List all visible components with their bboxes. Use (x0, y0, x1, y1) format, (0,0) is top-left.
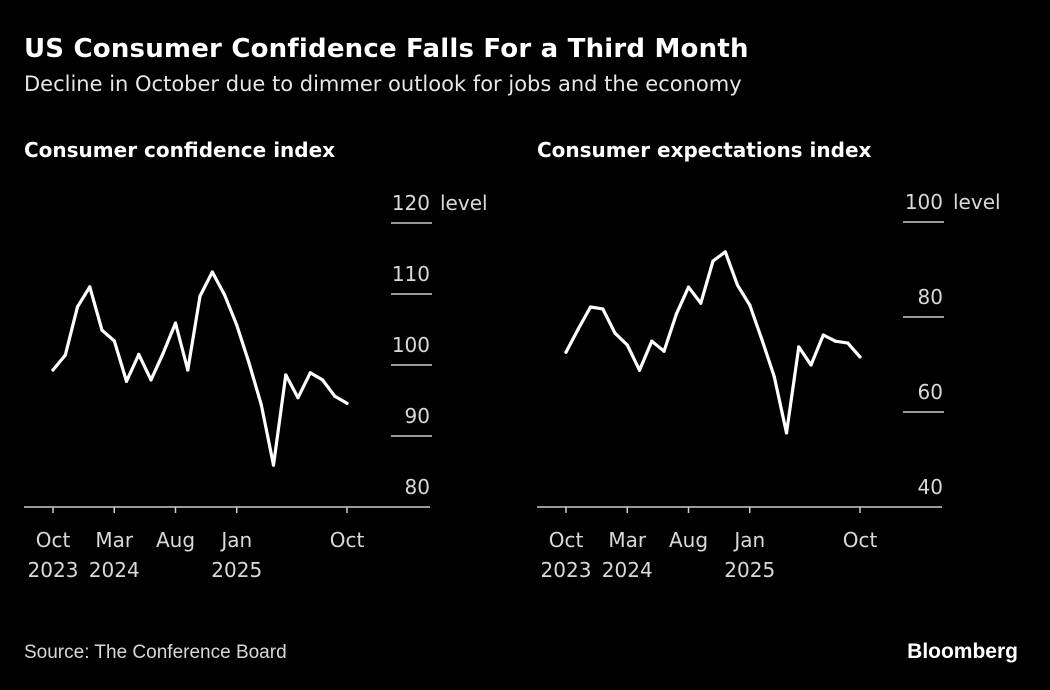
data-point (173, 321, 178, 325)
data-point (271, 463, 276, 467)
x-tick-label: Aug (669, 528, 708, 552)
y-unit-label: level (440, 191, 488, 215)
data-point (723, 250, 727, 254)
y-tick-label: 60 (918, 380, 943, 404)
data-point (247, 361, 251, 365)
panel-title-expectations: Consumer expectations index (537, 138, 872, 162)
data-point (821, 333, 825, 337)
y-unit-label: level (953, 190, 1001, 214)
data-point (601, 307, 605, 311)
data-point (650, 339, 654, 343)
y-tick-label: 40 (918, 475, 943, 499)
data-point (222, 293, 227, 297)
data-point (748, 303, 752, 307)
data-point (833, 339, 838, 343)
data-point (308, 371, 312, 375)
x-tick-label-year: 2025 (724, 558, 775, 582)
x-tick-label: Oct (330, 528, 365, 552)
data-point (210, 270, 214, 274)
y-tick-label: 80 (405, 475, 430, 499)
data-point (735, 283, 740, 287)
data-point (149, 378, 153, 382)
data-point (186, 368, 190, 372)
chart-subtitle: Decline in October due to dimmer outlook… (24, 72, 742, 96)
y-tick-label: 100 (392, 333, 430, 357)
x-tick-label-year: 2025 (211, 558, 262, 582)
data-point (198, 294, 202, 298)
data-point (235, 323, 239, 327)
data-point (564, 350, 568, 354)
data-point (333, 394, 337, 398)
x-tick-label-year: 2023 (28, 558, 79, 582)
data-point (686, 285, 691, 289)
data-point (637, 368, 642, 372)
data-point (63, 353, 67, 357)
data-point (161, 351, 165, 355)
data-point (784, 431, 789, 435)
data-point (613, 331, 617, 335)
series-line (564, 250, 862, 435)
panel-title-confidence: Consumer confidence index (24, 138, 336, 162)
series-line (51, 270, 349, 467)
data-point (772, 375, 776, 379)
data-point (296, 396, 300, 400)
data-point (674, 312, 678, 316)
bloomberg-logo: Bloomberg (907, 640, 1018, 663)
data-point (699, 301, 703, 305)
data-point (137, 352, 141, 356)
data-point (345, 401, 349, 405)
data-point (625, 343, 629, 347)
chart-panel-0: 80 90 100 110 120 level Oct 2023 Mar 2024 Aug Jan 20… (24, 191, 488, 582)
x-tick-label: Jan (219, 528, 252, 552)
data-point (711, 259, 715, 263)
x-tick-label-year: 2024 (89, 558, 140, 582)
data-point (124, 379, 129, 383)
x-tick-label: Mar (95, 528, 134, 552)
data-point (797, 345, 801, 349)
data-point (809, 363, 813, 367)
x-tick-label: Oct (36, 528, 71, 552)
y-tick-label: 80 (918, 285, 943, 309)
y-tick-label: 100 (905, 190, 943, 214)
data-point (846, 341, 850, 345)
data-point (51, 368, 55, 372)
data-point (100, 328, 104, 332)
x-tick-label-year: 2024 (602, 558, 653, 582)
data-point (760, 338, 764, 342)
data-point (576, 327, 580, 331)
y-tick-label: 120 (392, 191, 430, 215)
y-tick-label: 90 (405, 404, 430, 428)
chart-title: US Consumer Confidence Falls For a Third… (24, 34, 749, 64)
x-tick-label: Oct (549, 528, 584, 552)
data-point (284, 373, 288, 377)
x-tick-label: Aug (156, 528, 195, 552)
data-point (858, 355, 862, 359)
data-point (662, 349, 666, 353)
data-point (112, 339, 116, 343)
source-note: Source: The Conference Board (24, 642, 287, 663)
x-tick-label: Oct (843, 528, 878, 552)
data-point (259, 403, 263, 407)
y-tick-label: 110 (392, 262, 430, 286)
x-tick-label-year: 2023 (541, 558, 592, 582)
x-tick-label: Jan (732, 528, 765, 552)
data-point (88, 285, 92, 289)
chart-panel-1: 40 60 80 100 level Oct 2023 Mar 2024 Aug Jan 2025 Oc… (537, 190, 1001, 582)
data-point (75, 305, 80, 309)
data-point (320, 378, 325, 382)
data-point (588, 305, 593, 309)
x-tick-label: Mar (608, 528, 647, 552)
